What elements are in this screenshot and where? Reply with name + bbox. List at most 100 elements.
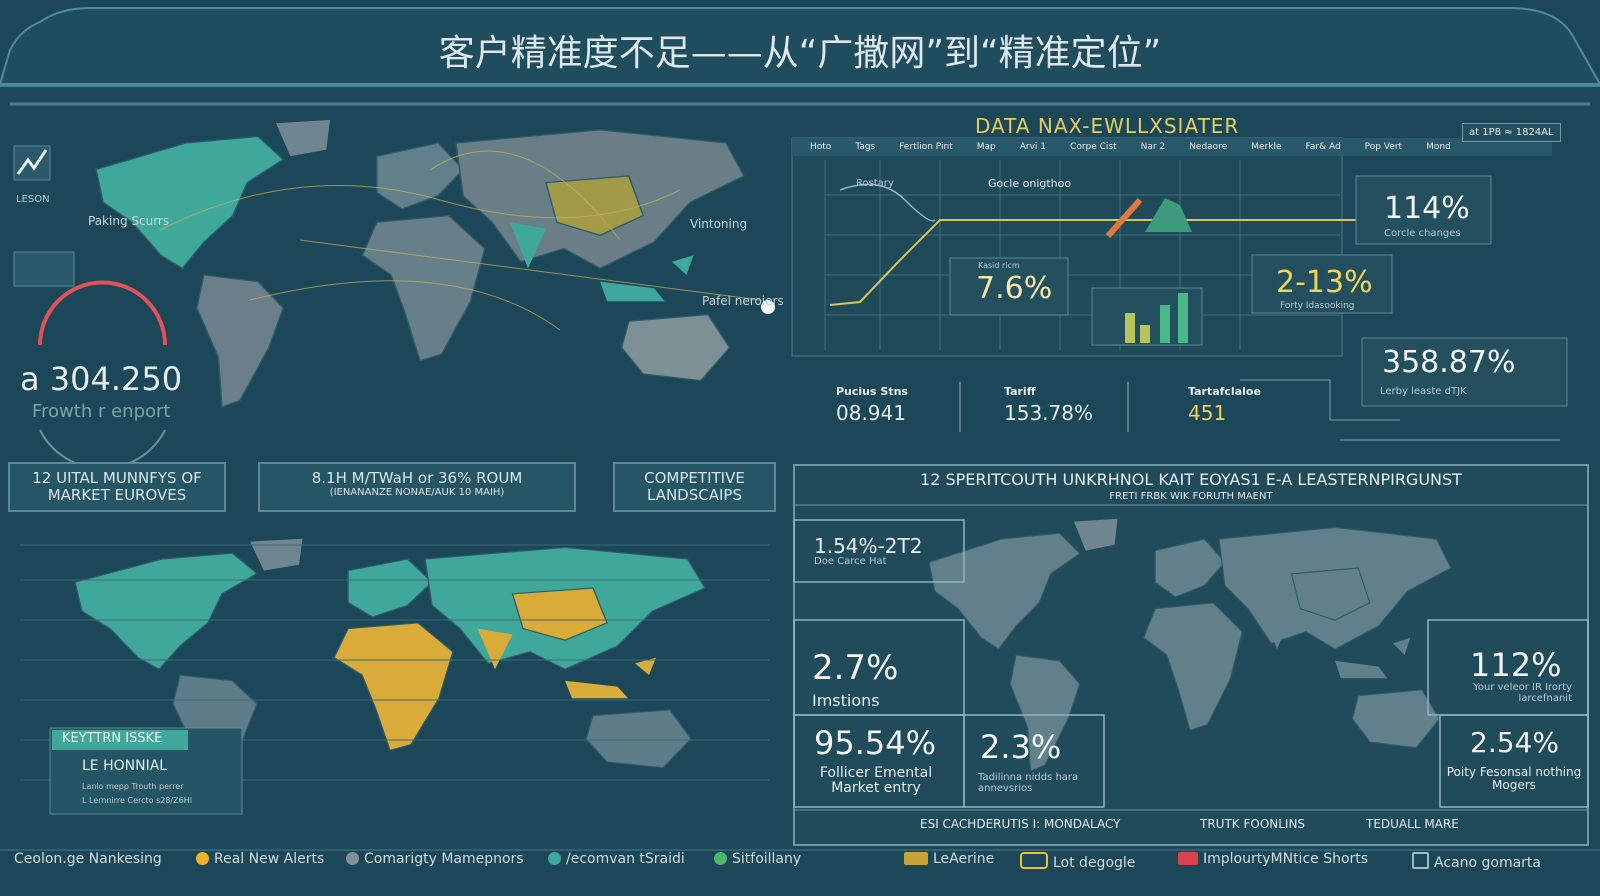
column-header: Fertlion Pint [899,142,953,152]
decoration [963,714,1105,808]
button-subtitle: (IENANANZE NONAE/AUK 10 MAIH) [329,487,505,499]
footer-text: Acano gomarta [1434,855,1541,871]
decoration [1125,293,1188,343]
decoration [1361,337,1568,407]
decoration [824,160,1340,350]
footer-item: Lot degogle [1020,852,1135,871]
metric-value: 2.54% [1470,726,1559,759]
metric-caption: Your veleor IR Irorty Iarcefnanit [1473,682,1572,704]
column-header: Hoto [810,142,832,152]
column-header: Pop Vert [1364,142,1403,152]
footer-text: Real New Alerts [214,851,325,867]
decoration [1251,254,1393,314]
stat-value: 153.78% [1004,401,1093,425]
gauge-caption: Frowth r enport [32,401,171,422]
decoration [1178,293,1188,343]
stat-value: 451 [1188,401,1227,425]
metric-caption: Doe Carce Hat [814,556,887,567]
section-button[interactable]: 12 UITAL MUNNFYS OF MARKET EUROVES [8,462,226,512]
side-label: LESON [16,194,50,205]
column-header: Map [976,142,996,152]
chart-tag: Rostary [856,178,894,189]
decoration [429,150,621,241]
region-legend: TEDUALL MARE [1366,817,1459,831]
decoration [791,137,1343,357]
key-title: KEYTTRN ISSKE [62,731,163,746]
key-line: Lanlo mepp Trouth perrer [82,782,184,791]
chart-tag: Gocle onigthoo [988,177,1072,190]
metric-value: 2.7% [812,648,899,688]
region-legend: TRUTK FOONLINS [1200,817,1306,831]
corner-tag: at 1P8 ≈ 1824AL [1462,123,1561,142]
footer-item: Ceolon.ge Nankesing [14,851,162,867]
stat-value: 08.941 [836,401,906,425]
column-header: Nar 2 [1140,142,1166,152]
world-map [94,118,746,409]
legend-icon [1020,852,1048,869]
legend-dot [346,852,359,865]
column-headers: Hoto Tags Fertlion Pint Map Arvi 1 Corpe Cist… [810,142,1475,153]
decoration [829,219,1370,306]
decoration [1439,714,1589,808]
column-header: Nedaore [1189,142,1228,152]
column-header: Arvi 1 [1019,142,1047,152]
section-button[interactable]: 8.1H M/TWaH or 36% ROUM (IENANANZE NONAE/… [258,462,576,512]
footer-text: Lot degogle [1053,855,1136,871]
decoration [793,519,1589,808]
map-label: Vintoning [690,217,748,231]
legend-dot [196,852,209,865]
decoration [159,150,761,331]
decoration [1105,198,1143,238]
metric-value: 95.54% [814,724,937,762]
map-label: Paking Scurrs [88,214,170,228]
button-title: 8.1H M/TWaH or 36% ROUM [311,469,523,487]
metric-value: 1.54%-2T2 [814,534,923,558]
metric-value: 114% [1384,191,1470,226]
footer-item: /ecomvan tSraidi [548,851,685,867]
decoration [52,730,188,750]
column-header: Merkle [1251,142,1282,152]
footer-item: Sitfoillany [714,851,801,867]
metric-caption: Follicer Emental Market entry [819,765,933,797]
metric-caption: Lerby leaste dTJK [1380,386,1467,397]
decoration [792,138,1552,156]
footer-item: Real New Alerts [196,851,325,867]
footer-text: LeAerine [933,851,995,867]
footer-text: Ceolon.ge Nankesing [14,851,162,867]
metric-value: 2-13% [1276,265,1373,300]
decoration [249,280,561,331]
column-header: Far& Ad [1305,142,1341,152]
decoration [1145,198,1192,232]
legend-icon [1412,852,1429,869]
decoration [793,519,965,583]
region-title: 12 SPERITCOUTH UNKRHNOL KAIT EOYAS1 E-A … [920,470,1462,489]
decoration [13,251,75,287]
decoration [1160,305,1170,343]
decoration [1355,175,1492,245]
metric-caption: Poity Fesonsal nothing Mogers [1446,765,1582,793]
column-header: Corpe Cist [1070,142,1117,152]
decoration [1140,325,1150,343]
stat-label: Pucius Stns [836,385,908,398]
metric-value: 358.87% [1382,345,1516,380]
metric-caption: Imstions [812,691,880,710]
decoration [1240,379,1400,421]
footer-item: Acano gomarta [1412,852,1541,871]
decoration [159,185,681,231]
section-button[interactable]: COMPETITIVE LANDSCAIPS [613,462,776,512]
decoration [761,300,775,314]
region-legend: ESI CACHDERUTIS I: MONDALACY [920,817,1121,831]
metric-caption: Corcle changes [1384,228,1461,239]
legend-dot [548,852,561,865]
legend-dot [714,852,727,865]
gauge-value: a 304.250 [20,360,183,398]
footer-item: LeAerine [904,851,995,867]
metric-caption: Forty Idasooking [1280,301,1355,311]
stat-label: Tartafclaloe [1188,385,1261,398]
decoration [16,149,48,175]
metric-caption: Kasid ricm [978,261,1020,270]
key-line: L Lernnirre Cercto s28/Z6Hl [82,796,192,805]
footer-text: ImplourtyMNtice Shorts [1203,851,1369,867]
decoration [1125,313,1135,343]
